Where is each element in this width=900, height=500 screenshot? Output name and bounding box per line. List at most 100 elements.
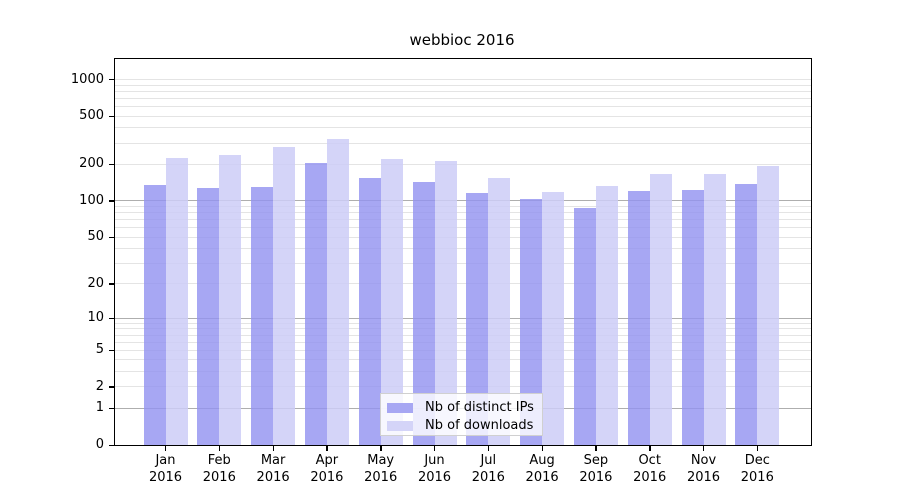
gridline-minor-700 (115, 97, 811, 99)
legend-swatch-distinct-ips (387, 402, 413, 413)
y-tick-50 (109, 236, 114, 238)
gridline-minor-70 (115, 219, 811, 221)
y-tick-label-20: 20 (87, 275, 104, 291)
y-tick-2 (109, 386, 114, 388)
y-tick-200 (109, 163, 114, 166)
bar-jun-distinct-ips (412, 181, 435, 445)
gridline-minor-400 (115, 127, 811, 129)
y-tick-label-1: 1 (95, 400, 104, 416)
bar-dec-distinct-ips (735, 184, 758, 445)
bar-jun-downloads (434, 160, 457, 445)
bar-may-distinct-ips (358, 178, 381, 445)
bar-jul-distinct-ips (466, 192, 489, 445)
gridline-minor-1000 (115, 79, 811, 81)
chart-title: webbioc 2016 (409, 31, 515, 49)
bar-feb-distinct-ips (197, 188, 220, 445)
gridline-minor-3 (115, 371, 811, 373)
bar-nov-distinct-ips (681, 189, 704, 445)
legend-item-distinct-ips: Nb of distinct IPs (387, 399, 534, 416)
gridline-major-10 (115, 317, 811, 319)
y-tick-label-0: 0 (95, 437, 104, 452)
y-tick-label-50: 50 (87, 229, 104, 245)
y-tick-500 (109, 115, 114, 118)
legend-item-downloads: Nb of downloads (387, 417, 534, 434)
x-tick-feb (218, 446, 221, 451)
bar-mar-downloads (273, 146, 296, 445)
gridline-minor-900 (115, 84, 811, 86)
bar-aug-distinct-ips (520, 199, 543, 445)
x-tick-label-dec: Dec 2016 (740, 453, 774, 485)
gridline-minor-7 (115, 334, 811, 336)
y-tick-label-500: 500 (79, 108, 104, 124)
y-tick-label-10: 10 (87, 310, 104, 326)
bar-nov-downloads (703, 173, 726, 445)
legend-label-distinct-ips: Nb of distinct IPs (425, 400, 534, 415)
gridline-minor-600 (115, 106, 811, 108)
gridline-minor-20 (115, 283, 811, 285)
x-tick-label-feb: Feb 2016 (202, 453, 236, 485)
bar-sep-downloads (595, 185, 618, 445)
gridline-minor-9 (115, 322, 811, 324)
x-tick-nov (703, 446, 705, 451)
x-tick-jan (165, 446, 167, 451)
legend-swatch-downloads (387, 420, 413, 431)
y-tick-0 (109, 444, 114, 446)
gridline-minor-500 (115, 115, 811, 117)
bars-layer (115, 59, 811, 445)
x-tick-aug (541, 446, 543, 451)
gridline-minor-6 (115, 341, 811, 343)
gridline-minor-30 (115, 262, 811, 264)
x-tick-sep (595, 446, 597, 451)
x-tick-label-may: May 2016 (364, 453, 398, 485)
bar-feb-downloads (219, 155, 242, 445)
bar-sep-distinct-ips (573, 207, 596, 445)
y-tick-label-2: 2 (95, 378, 104, 394)
gridline-minor-50 (115, 236, 811, 238)
gridline-minor-4 (115, 359, 811, 361)
x-tick-label-aug: Aug 2016 (525, 453, 559, 485)
x-tick-label-jun: Jun 2016 (417, 453, 452, 485)
y-tick-20 (109, 283, 114, 285)
x-tick-oct (649, 446, 651, 451)
y-tick-1000 (109, 79, 114, 81)
x-tick-label-sep: Sep 2016 (579, 453, 613, 485)
x-tick-may (380, 446, 382, 451)
x-tick-jun (434, 446, 436, 451)
legend: Nb of distinct IPs Nb of downloads (380, 393, 543, 436)
legend-label-downloads: Nb of downloads (425, 418, 534, 433)
x-tick-label-oct: Oct 2016 (633, 453, 667, 485)
gridline-major-100 (115, 200, 811, 202)
gridline-minor-5 (115, 349, 811, 351)
bar-aug-downloads (542, 191, 565, 445)
plot-area: Nb of distinct IPs Nb of downloads (114, 58, 812, 446)
y-tick-label-5: 5 (95, 342, 104, 358)
gridline-minor-2 (115, 386, 811, 388)
gridline-minor-90 (115, 205, 811, 207)
bar-jan-downloads (165, 157, 188, 445)
y-tick-label-100: 100 (79, 192, 104, 208)
gridline-minor-60 (115, 227, 811, 229)
bar-apr-downloads (326, 139, 349, 445)
y-tick-100 (109, 200, 114, 202)
x-tick-label-mar: Mar 2016 (256, 453, 290, 485)
gridline-minor-40 (115, 248, 811, 250)
x-tick-label-jul: Jul 2016 (471, 453, 505, 485)
y-tick-5 (109, 349, 114, 352)
bar-mar-distinct-ips (251, 187, 274, 445)
bar-dec-downloads (757, 166, 780, 445)
x-tick-mar (272, 446, 274, 451)
y-tick-1 (109, 407, 114, 410)
gridline-minor-8 (115, 328, 811, 330)
bar-oct-distinct-ips (627, 190, 650, 445)
bar-may-downloads (380, 158, 403, 445)
y-tick-label-200: 200 (79, 156, 104, 172)
x-tick-apr (326, 446, 328, 451)
x-tick-dec (756, 446, 759, 451)
gridline-minor-300 (115, 142, 811, 144)
y-tick-label-1000: 1000 (70, 71, 104, 87)
x-tick-label-jan: Jan 2016 (148, 453, 183, 485)
bar-jan-distinct-ips (143, 184, 166, 445)
x-tick-label-apr: Apr 2016 (310, 453, 344, 485)
bar-apr-distinct-ips (304, 163, 327, 445)
